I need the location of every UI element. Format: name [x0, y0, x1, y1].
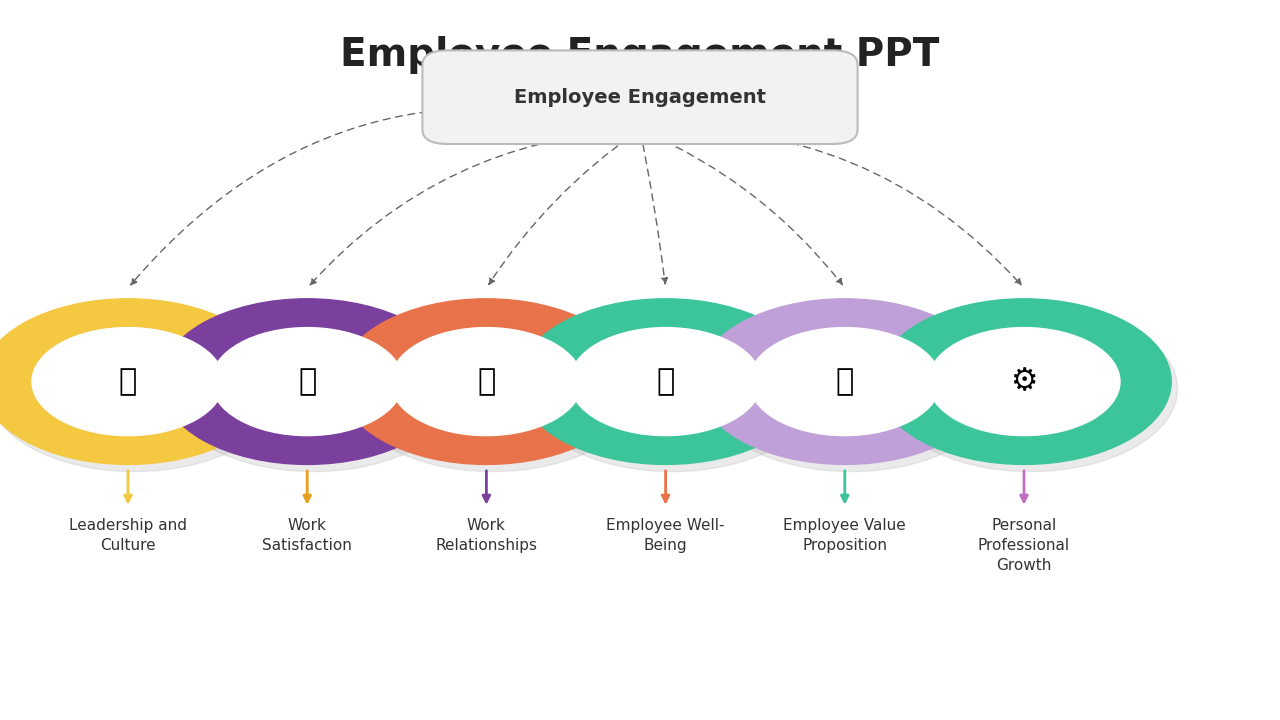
Circle shape — [160, 299, 454, 464]
Text: Employee Well-
Being: Employee Well- Being — [607, 518, 724, 553]
Text: ⚙: ⚙ — [1010, 367, 1038, 396]
Text: Work
Relationships: Work Relationships — [435, 518, 538, 553]
Circle shape — [570, 328, 762, 436]
Circle shape — [698, 299, 992, 464]
Circle shape — [346, 306, 640, 472]
Text: Personal
Professional
Growth: Personal Professional Growth — [978, 518, 1070, 573]
Circle shape — [525, 306, 819, 472]
Text: ⭐: ⭐ — [298, 367, 316, 396]
Text: 💙: 💙 — [657, 367, 675, 396]
Circle shape — [928, 328, 1120, 436]
Circle shape — [518, 299, 813, 464]
Text: Employee Engagement: Employee Engagement — [515, 88, 765, 107]
Circle shape — [32, 328, 224, 436]
Circle shape — [339, 299, 634, 464]
Circle shape — [211, 328, 403, 436]
Circle shape — [0, 306, 282, 472]
Circle shape — [166, 306, 461, 472]
Circle shape — [749, 328, 941, 436]
Text: Employee Value
Proposition: Employee Value Proposition — [783, 518, 906, 553]
Text: 👑: 👑 — [836, 367, 854, 396]
Circle shape — [0, 299, 275, 464]
FancyBboxPatch shape — [422, 50, 858, 144]
Text: 🗂: 🗂 — [119, 367, 137, 396]
Text: Employee Engagement PPT: Employee Engagement PPT — [340, 36, 940, 74]
Text: Work
Satisfaction: Work Satisfaction — [262, 518, 352, 553]
Circle shape — [883, 306, 1178, 472]
Circle shape — [877, 299, 1171, 464]
Text: Leadership and
Culture: Leadership and Culture — [69, 518, 187, 553]
Circle shape — [390, 328, 582, 436]
Text: 🤝: 🤝 — [477, 367, 495, 396]
Circle shape — [704, 306, 998, 472]
